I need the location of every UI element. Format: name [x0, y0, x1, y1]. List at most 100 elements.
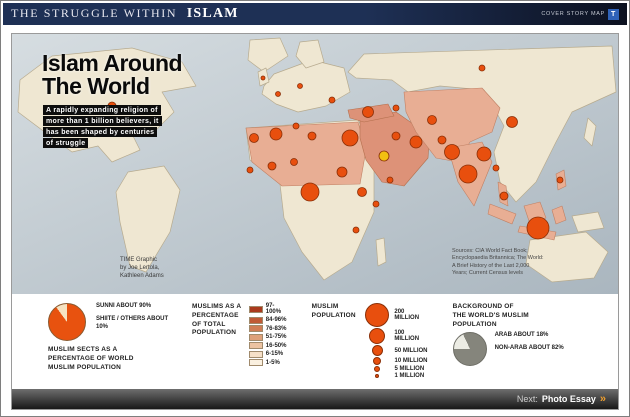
- landmass-scandinavia: [295, 39, 325, 69]
- banner-title-emphasis: ISLAM: [186, 6, 239, 21]
- percent-swatch-label: 1-5%: [265, 359, 280, 366]
- map-subtitle-line: of struggle: [43, 138, 89, 148]
- legend-percent-scale: MUSLIMS AS A PERCENTAGE OF TOTAL POPULATION…: [192, 303, 290, 389]
- percent-scale-entry: 16-50%: [248, 342, 290, 349]
- population-marker: [492, 164, 500, 172]
- population-circle-cell: [364, 366, 390, 372]
- banner-title-prefix: THE STRUGGLE WITHIN: [11, 6, 178, 20]
- population-circle: [371, 345, 383, 356]
- map-subtitle-line: more than 1 billion believers, it: [43, 116, 162, 126]
- population-marker: [300, 182, 320, 202]
- time-badge-icon: T: [608, 8, 619, 20]
- population-marker: [246, 166, 254, 174]
- population-marker: [328, 96, 336, 104]
- population-scale-entry: 50 MILLION: [364, 345, 430, 356]
- top-banner: THE STRUGGLE WITHIN ISLAM COVER STORY MA…: [3, 3, 627, 25]
- sects-labels: SUNNI ABOUT 90% SHIITE / OTHERS ABOUT 10%: [96, 303, 170, 341]
- percent-scale-entry: 76-83%: [248, 325, 290, 332]
- map-sources: Sources: CIA World Fact Book; Encyclopaed…: [452, 248, 544, 278]
- legend-sects: SUNNI ABOUT 90% SHIITE / OTHERS ABOUT 10%…: [48, 303, 170, 389]
- population-marker: [275, 91, 281, 97]
- region-sumatra: [487, 203, 517, 225]
- percent-swatch: [248, 333, 263, 341]
- population-circle-cell: [364, 328, 390, 344]
- map-sources-line: Encyclopaedia Britannica; The World:: [452, 255, 544, 262]
- world-map: Islam Around The World A rapidly expandin…: [12, 34, 618, 294]
- background-labels: ARAB ABOUT 18% NON-ARAB ABOUT 82%: [495, 332, 564, 358]
- population-marker: [476, 146, 492, 162]
- population-marker: [458, 164, 478, 184]
- population-marker: [362, 106, 374, 118]
- population-title-line: POPULATION: [311, 311, 356, 319]
- banner-title: THE STRUGGLE WITHIN ISLAM: [11, 6, 239, 22]
- legend-population: MUSLIM POPULATION 200 MILLION 100 MILLION 5…: [312, 303, 431, 389]
- percent-scale-title-line: MUSLIMS AS A: [192, 303, 242, 310]
- percent-scale-title: MUSLIMS AS A PERCENTAGE OF TOTAL POPULATION: [192, 303, 242, 338]
- map-title-line: Islam Around: [42, 50, 183, 76]
- percent-scale-title-line: OF TOTAL: [192, 320, 226, 328]
- percent-swatch: [248, 359, 263, 366]
- population-marker: [372, 200, 380, 208]
- sects-title: MUSLIM SECTS AS A PERCENTAGE OF WORLD MU…: [48, 346, 134, 371]
- landmass-new-guinea: [571, 211, 605, 233]
- population-marker: [391, 131, 401, 141]
- population-marker: [427, 115, 437, 125]
- population-marker: [444, 144, 460, 160]
- percent-scale-entry: 84-96%: [248, 316, 290, 324]
- population-marker: [290, 158, 298, 166]
- population-marker: [292, 122, 300, 130]
- population-marker: [556, 176, 564, 184]
- population-scale-entry: 200 MILLION: [364, 303, 430, 327]
- population-marker: [336, 166, 348, 178]
- percent-scale-entry: 6-15%: [248, 350, 290, 358]
- cover-story-label[interactable]: COVER STORY MAP T: [541, 8, 619, 20]
- landmass-europe: [261, 59, 351, 113]
- map-credit-line: Kathleen Adams: [120, 273, 164, 280]
- population-circle: [375, 374, 380, 378]
- double-chevron-icon: »: [599, 393, 606, 405]
- landmass-madagascar: [375, 237, 387, 267]
- population-marker: [352, 226, 360, 234]
- population-circle: [369, 328, 386, 344]
- population-marker: [249, 133, 259, 143]
- landmass-greenland: [247, 37, 289, 73]
- population-circle-cell: [364, 345, 390, 356]
- map-credit-line: by Joe Lertola,: [120, 265, 160, 272]
- population-marker: [499, 191, 509, 201]
- landmass-japan: [583, 117, 597, 147]
- population-circle-label: 10 MILLION: [394, 358, 428, 364]
- population-scale-entry: 1 MILLION: [364, 373, 430, 379]
- percent-swatches: 97-100% 84-96% 76-83% 51-75% 16-50% 6-15% 1-5%: [248, 303, 290, 366]
- map-subtitle-line: has been shaped by centuries: [43, 127, 158, 137]
- population-circle-cell: [364, 374, 390, 378]
- map-credit: TIME Graphic by Joe Lertola, Kathleen Adam…: [120, 256, 164, 280]
- map-title-line: The World: [42, 72, 150, 99]
- background-title: BACKGROUND OF THE WORLD'S MUSLIM POPULATIO…: [453, 303, 612, 329]
- population-title: MUSLIM POPULATION: [312, 303, 360, 321]
- population-circle-label: 50 MILLION: [394, 347, 428, 354]
- map-title: Islam Around The World: [42, 50, 183, 99]
- percent-swatch-label: 97-100%: [265, 303, 282, 315]
- percent-swatch-label: 6-15%: [265, 351, 284, 357]
- infographic-frame: Islam Around The World A rapidly expandin…: [11, 33, 619, 410]
- population-circle: [365, 303, 390, 327]
- percent-swatch: [248, 305, 263, 313]
- population-circle-label: 1 MILLION: [394, 373, 425, 379]
- population-circle: [373, 357, 382, 365]
- population-marker: [307, 131, 317, 141]
- population-marker: [392, 104, 400, 112]
- population-title-line: MUSLIM: [311, 303, 339, 310]
- sects-pie-chart: [48, 303, 86, 341]
- photo-essay-link[interactable]: Photo Essay: [541, 394, 596, 404]
- population-marker: [260, 75, 266, 81]
- sect-slice-label: SUNNI ABOUT 90%: [96, 303, 152, 309]
- population-scale-entry: 100 MILLION: [364, 328, 430, 344]
- population-circle-label: 100 MILLION: [394, 330, 420, 342]
- background-title-line: BACKGROUND OF: [452, 303, 514, 310]
- population-circle: [374, 366, 381, 372]
- population-marker: [341, 129, 359, 147]
- map-subtitle: A rapidly expanding religion of more than…: [43, 104, 162, 148]
- population-scale-entry: 5 MILLION: [364, 366, 430, 372]
- population-marker: [357, 187, 367, 197]
